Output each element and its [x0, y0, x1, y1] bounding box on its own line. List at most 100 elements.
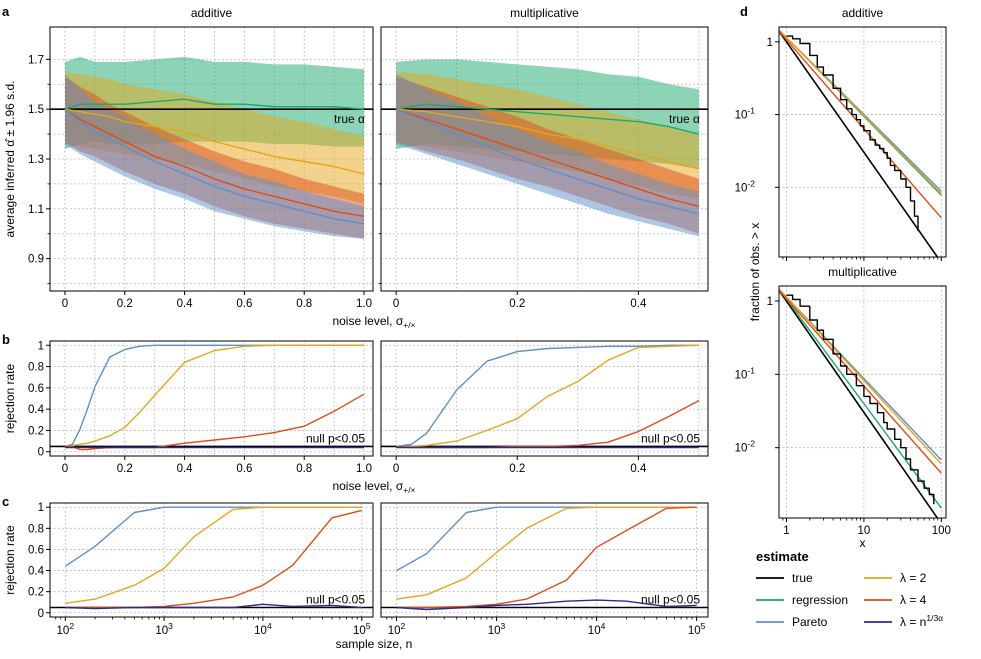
- x-tick-label: 0.2: [117, 463, 133, 475]
- series-pareto: [64, 506, 362, 567]
- panel-title: additive: [191, 6, 233, 20]
- band-lam2: [65, 71, 364, 204]
- series-regression: [779, 288, 942, 509]
- axes-frame: [380, 340, 709, 457]
- legend-label: regression: [792, 593, 848, 607]
- plot-area: [381, 344, 708, 449]
- x-tick-label: 105: [688, 621, 706, 637]
- series-lamn: [65, 603, 362, 610]
- null-label: null p<0.05: [641, 593, 700, 607]
- chart-c-multiplicative: null p<0.05 102 103 104 105: [380, 502, 709, 637]
- y-axis-label: rejection rate: [3, 525, 17, 595]
- y-tick-label: 1: [767, 37, 773, 49]
- true-alpha-label: true α: [334, 112, 365, 126]
- series-pareto: [396, 344, 699, 448]
- legend-item-pareto: Pareto: [756, 615, 828, 629]
- series-lam2: [64, 108, 365, 175]
- x-tick-label: 0: [62, 463, 68, 475]
- y-tick-label: 1.5: [28, 104, 44, 116]
- chart-a-additive: true α 0 0.2 0.4 0.6 0.8 1.0 0.9 1.1 1.3 1.5 1.7 add…: [3, 6, 416, 330]
- series-true: [779, 289, 939, 518]
- series-true: [779, 30, 939, 257]
- chart-d-multiplicative: 1 10 100 1 10-1 10-2 multiplicative x: [735, 265, 951, 550]
- series-empirical: [786, 35, 919, 232]
- y-axis-label: fraction of obs. > x: [748, 223, 762, 321]
- x-tick-label: 0: [393, 463, 399, 475]
- y-tick-label: 0.6: [28, 544, 44, 556]
- legend-title: estimate: [756, 549, 809, 564]
- band-pareto: [65, 74, 364, 239]
- series-lam2: [396, 344, 699, 448]
- legend-item-lam2: λ = 2: [864, 571, 927, 585]
- y-tick-label: 0: [38, 447, 44, 459]
- plot-area: [779, 288, 942, 518]
- series-lam4: [396, 506, 697, 609]
- plot-area: [779, 29, 942, 257]
- x-tick-label: 0.4: [177, 298, 194, 310]
- axes-frame: [778, 285, 947, 519]
- x-tick-label: 1.0: [356, 298, 372, 310]
- series-lamn: [396, 599, 697, 611]
- x-tick-label: 0.6: [236, 298, 252, 310]
- x-tick-label: 0.4: [630, 463, 647, 475]
- series-lam2: [779, 29, 942, 195]
- series-regression: [64, 98, 365, 110]
- band-pareto: [396, 74, 699, 237]
- series-empirical: [786, 294, 935, 505]
- x-tick-label: 0: [393, 298, 399, 310]
- grid: [50, 341, 373, 456]
- chart-c-additive: null p<0.05 102 103 104 105 0 0.2 0.4 0.6 0.8 1 sam…: [3, 502, 412, 651]
- axes-frame: [380, 26, 709, 292]
- chart-a-multiplicative: true α 0 0.2 0.4 multiplicative: [378, 6, 709, 310]
- x-tick-label: 0.2: [117, 298, 133, 310]
- series-lam4: [64, 108, 365, 217]
- series-lam2: [64, 344, 364, 448]
- x-tick-label: 102: [57, 621, 75, 637]
- x-tick-label: 102: [388, 621, 406, 637]
- x-tick-label: 105: [353, 621, 371, 637]
- y-tick-label: 0.4: [28, 404, 45, 416]
- panel-title: multiplicative: [510, 6, 579, 20]
- series-lam4: [779, 289, 942, 474]
- series-pareto: [395, 108, 700, 215]
- x-tick-label: 0.2: [509, 298, 525, 310]
- y-tick-label: 0.2: [28, 425, 44, 437]
- panel-title: additive: [842, 6, 884, 20]
- y-tick-label: 1.3: [28, 154, 44, 166]
- y-tick-label: 0.8: [28, 362, 44, 374]
- series-lam2: [779, 288, 942, 465]
- legend-label: Pareto: [792, 615, 828, 629]
- chart-d-additive: 1 10-1 10-2 additive fraction of obs. > x: [735, 6, 947, 321]
- legend-item-lamn: λ = n1/3α: [864, 613, 943, 629]
- plot-area: [381, 59, 708, 237]
- y-tick-label: 10-2: [735, 178, 756, 194]
- x-tick-label: 103: [488, 621, 506, 637]
- y-axis-label: average inferred α̂ ± 1.96 s.d.: [3, 81, 17, 238]
- series-pareto: [64, 108, 365, 225]
- axes-frame: [49, 340, 374, 457]
- plot-area: [50, 344, 373, 451]
- y-tick-label: 0.2: [28, 587, 44, 599]
- true-alpha-label: true α: [669, 112, 700, 126]
- panel-label-a: a: [2, 4, 10, 19]
- legend-item-regression: regression: [756, 593, 848, 607]
- null-label: null p<0.05: [306, 593, 365, 607]
- series-lam2: [396, 108, 700, 170]
- y-tick-label: 1: [38, 502, 44, 514]
- legend-item-true: true: [756, 571, 813, 585]
- y-tick-label: 10-1: [735, 106, 756, 122]
- legend-item-lam4: λ = 4: [864, 593, 927, 607]
- x-tick-label: 0.8: [296, 463, 312, 475]
- x-tick-label: 1: [783, 525, 789, 537]
- x-tick-label: 0.2: [509, 463, 525, 475]
- y-tick-label: 0.9: [28, 254, 44, 266]
- panel-label-b: b: [2, 332, 10, 347]
- x-tick-label: 0.4: [177, 463, 194, 475]
- x-tick-label: 0: [62, 298, 68, 310]
- y-tick-label: 10-1: [735, 365, 756, 381]
- axes-frame: [778, 26, 947, 258]
- x-tick-label: 1.0: [356, 463, 372, 475]
- y-tick-label: 1: [767, 296, 773, 308]
- y-tick-label: 0.4: [28, 566, 45, 578]
